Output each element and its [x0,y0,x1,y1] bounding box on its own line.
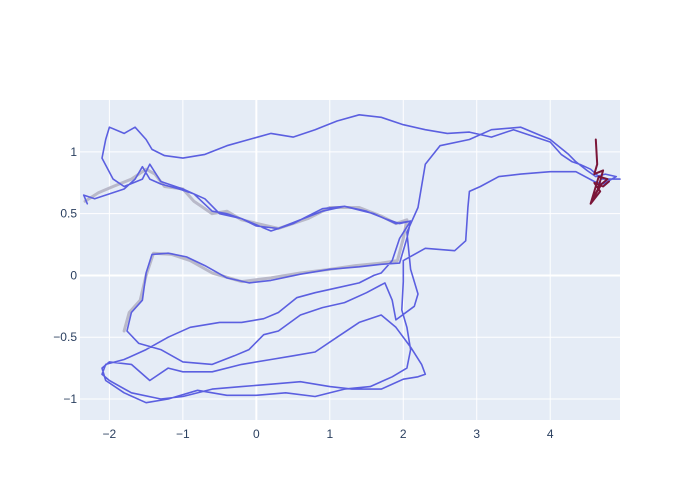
series-line-cluster [589,138,610,205]
x-tick-label: −2 [103,427,117,441]
series-line-main [82,114,621,404]
plot-area[interactable] [80,100,620,420]
series-layer [82,114,621,404]
vertical-gridlines [108,100,551,420]
y-tick-label: 1 [70,145,77,159]
x-tick-label: 4 [547,427,554,441]
x-axis-tick-labels: −2 −1 0 1 2 3 4 [103,427,554,441]
y-tick-label: −1 [63,392,77,406]
x-tick-label: 2 [400,427,407,441]
y-tick-label: 0.5 [60,207,77,221]
y-tick-label: −0.5 [53,330,77,344]
x-tick-label: 3 [473,427,480,441]
y-tick-label: 0 [70,268,77,282]
y-axis-tick-labels: −1 −0.5 0 0.5 1 [53,145,77,406]
x-tick-label: −1 [176,427,190,441]
x-tick-label: 0 [253,427,260,441]
x-tick-label: 1 [326,427,333,441]
